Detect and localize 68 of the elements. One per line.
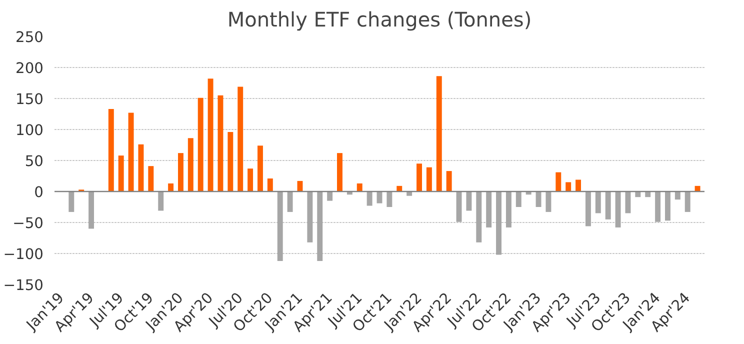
y-tick-label: −50	[12, 215, 44, 232]
bar	[178, 153, 184, 192]
bar	[576, 180, 582, 192]
bar	[287, 192, 293, 212]
bar	[317, 192, 323, 261]
bar	[327, 192, 333, 201]
bar	[625, 192, 631, 214]
bar	[168, 183, 174, 192]
bar	[496, 192, 502, 255]
bar	[615, 192, 621, 228]
bar	[645, 192, 651, 198]
bar	[267, 178, 273, 192]
bar	[366, 192, 372, 206]
bar	[138, 144, 144, 192]
bar	[516, 192, 522, 207]
bar	[416, 164, 422, 192]
bar	[664, 192, 670, 221]
bar	[337, 153, 342, 192]
bar	[386, 192, 392, 207]
bar	[476, 192, 482, 242]
y-tick-label: 50	[24, 153, 44, 170]
bar	[436, 76, 442, 192]
bar	[248, 168, 254, 192]
bar	[546, 192, 552, 212]
bar	[694, 186, 700, 192]
bar	[456, 192, 462, 222]
bar	[674, 192, 680, 200]
bar	[228, 132, 234, 192]
bar	[208, 78, 214, 192]
y-tick-label: 100	[16, 122, 44, 139]
bar	[605, 192, 611, 220]
y-tick-label: 0	[34, 184, 44, 201]
y-tick-label: 150	[16, 91, 44, 108]
y-tick-label: −100	[3, 246, 44, 263]
y-tick-label: −150	[3, 277, 44, 294]
bar	[108, 109, 114, 192]
bar	[218, 95, 224, 192]
bar	[684, 192, 690, 212]
bar	[148, 166, 154, 192]
y-tick-label: 250	[16, 29, 44, 46]
bar	[198, 98, 204, 192]
bar	[486, 192, 492, 228]
bar	[277, 192, 283, 261]
chart-title: Monthly ETF changes (Tonnes)	[227, 8, 532, 32]
bar	[258, 146, 263, 192]
bar	[238, 86, 244, 192]
bar	[566, 182, 572, 192]
bar	[655, 192, 661, 222]
bar	[595, 192, 601, 214]
bar	[585, 192, 591, 226]
bar	[396, 186, 402, 192]
bar	[88, 192, 94, 229]
bar	[635, 192, 641, 198]
bar	[506, 192, 512, 228]
bar	[536, 192, 542, 207]
bar	[118, 156, 124, 192]
bar	[426, 167, 432, 192]
bar	[158, 192, 164, 211]
bar	[188, 138, 194, 192]
bar	[406, 192, 412, 196]
bar	[128, 112, 134, 192]
y-tick-label: 200	[16, 60, 44, 77]
bar	[556, 172, 562, 192]
bar	[466, 192, 472, 211]
bar	[68, 192, 74, 212]
bar	[307, 192, 313, 242]
bar	[356, 183, 362, 192]
bar	[446, 171, 452, 192]
